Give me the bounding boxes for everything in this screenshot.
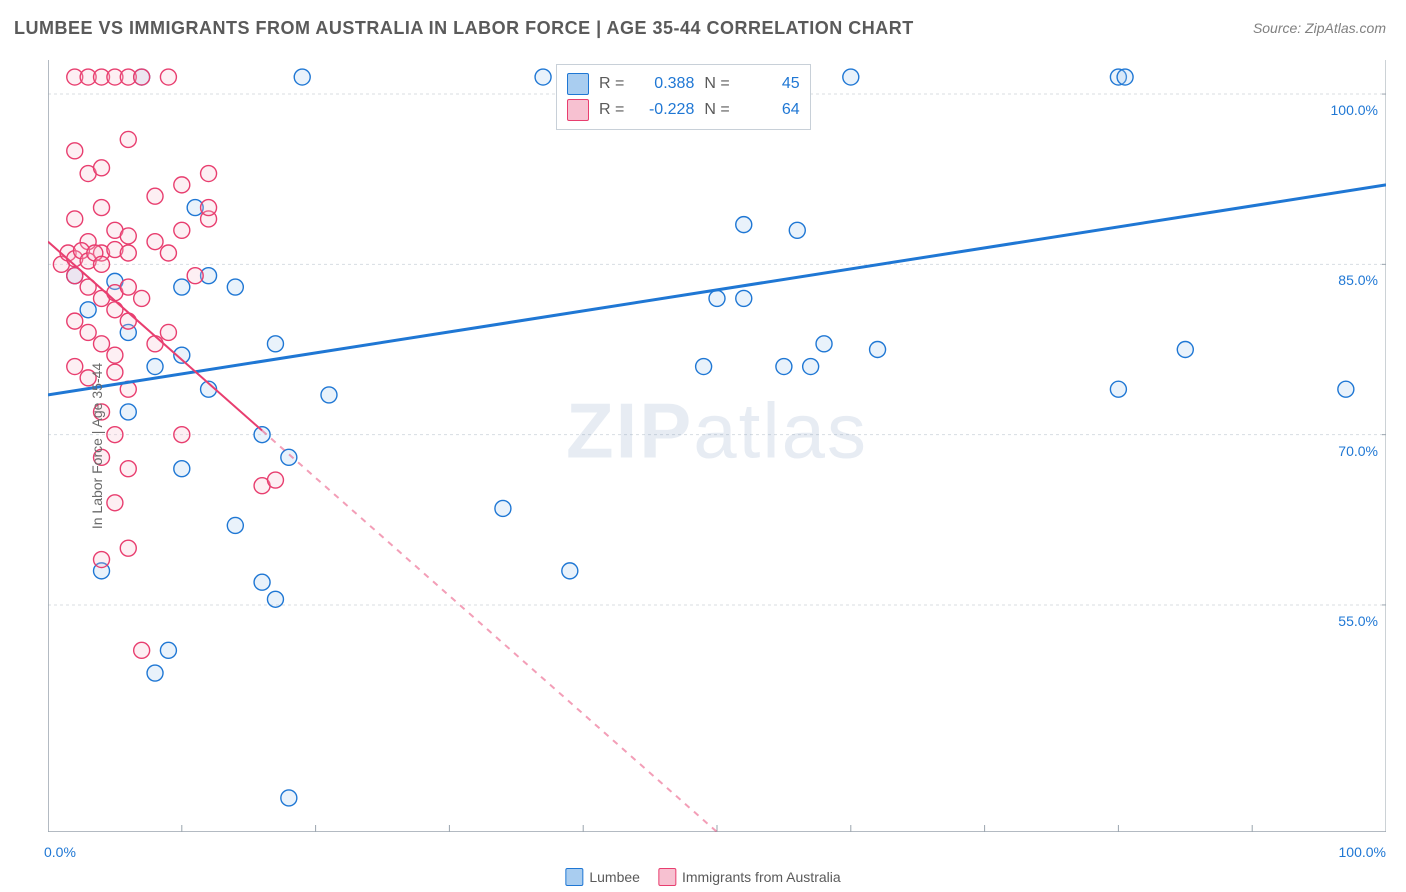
swatch-blue-icon [565, 868, 583, 886]
chart-container: LUMBEE VS IMMIGRANTS FROM AUSTRALIA IN L… [0, 0, 1406, 892]
legend-item-australia: Immigrants from Australia [658, 868, 841, 886]
legend-bottom: Lumbee Immigrants from Australia [565, 868, 840, 886]
n-value: 64 [740, 101, 800, 119]
scatter-plot-svg [48, 60, 1386, 832]
legend-label: Immigrants from Australia [682, 869, 841, 885]
r-value: 0.388 [634, 75, 694, 93]
r-label: R = [599, 75, 624, 93]
y-tick-label: 85.0% [1338, 272, 1378, 288]
x-tick-100: 100.0% [1339, 844, 1386, 860]
y-axis-label: In Labor Force | Age 35-44 [89, 363, 105, 529]
source-label: Source: ZipAtlas.com [1253, 20, 1386, 36]
swatch-pink-icon [658, 868, 676, 886]
y-tick-label: 100.0% [1331, 102, 1378, 118]
legend-label: Lumbee [589, 869, 640, 885]
chart-title: LUMBEE VS IMMIGRANTS FROM AUSTRALIA IN L… [14, 18, 914, 39]
y-tick-label: 70.0% [1338, 443, 1378, 459]
stats-row-australia: R = -0.228 N = 64 [567, 97, 800, 123]
n-label: N = [704, 75, 729, 93]
r-label: R = [599, 101, 624, 119]
n-label: N = [704, 101, 729, 119]
r-value: -0.228 [634, 101, 694, 119]
x-tick-0: 0.0% [44, 844, 76, 860]
stats-legend-box: R = 0.388 N = 45 R = -0.228 N = 64 [556, 64, 811, 130]
chart-plot-area: ZIPatlas [48, 60, 1386, 832]
stats-row-lumbee: R = 0.388 N = 45 [567, 71, 800, 97]
n-value: 45 [740, 75, 800, 93]
y-tick-label: 55.0% [1338, 613, 1378, 629]
legend-item-lumbee: Lumbee [565, 868, 640, 886]
swatch-pink-icon [567, 99, 589, 121]
swatch-blue-icon [567, 73, 589, 95]
